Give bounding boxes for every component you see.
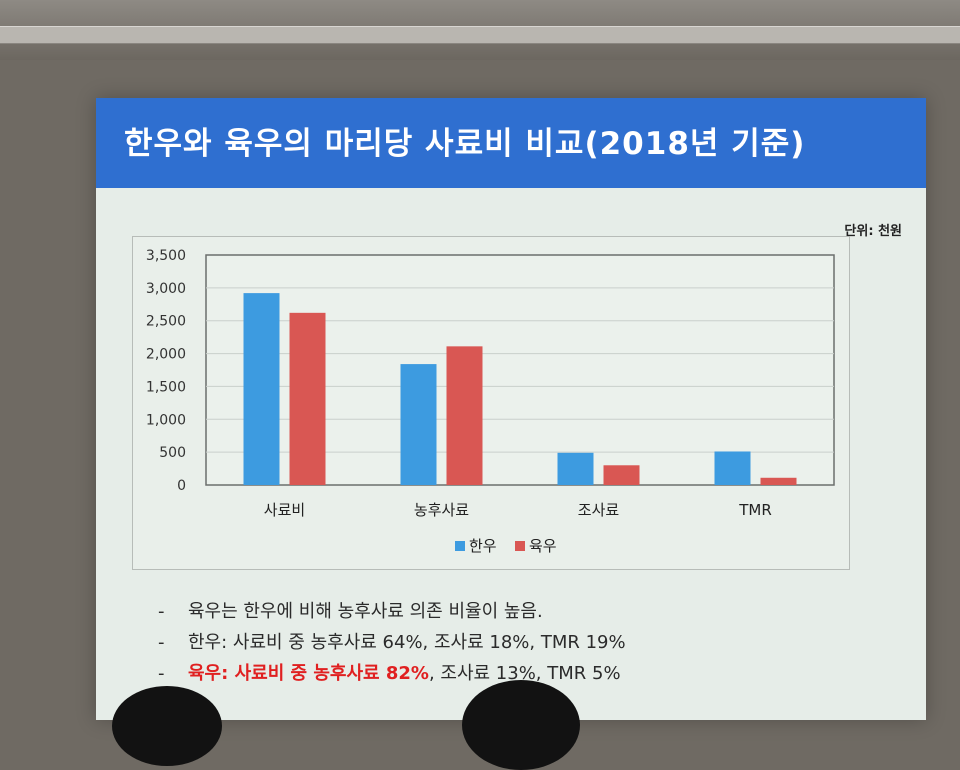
- bullet-text: 육우는 한우에 비해 농후사료 의존 비율이 높음.: [188, 601, 543, 622]
- chart-frame: 0 500 1,000 1,500 2,000 2,500 3,000 3,500 사료비 농후사…: [132, 236, 850, 570]
- bullet-text: , 조사료 13%, TMR 5%: [428, 663, 621, 684]
- bullet-list: - 육우는 한우에 비해 농후사료 의존 비율이 높음. - 한우: 사료비 중 농…: [158, 596, 898, 689]
- slide-title: 한우와 육우의 마리당 사료비 비교(2018년 기준): [124, 126, 806, 162]
- x-tick-label: 농후사료: [414, 501, 469, 519]
- y-tick-label: 1,000: [146, 412, 186, 428]
- presentation-slide: 한우와 육우의 마리당 사료비 비교(2018년 기준) 단위: 천원 0 500…: [96, 98, 926, 720]
- y-tick-label: 1,500: [146, 379, 186, 395]
- y-tick-label: 0: [177, 478, 186, 494]
- bar-hanwoo: [714, 451, 751, 485]
- ceiling-rail: [0, 26, 960, 44]
- y-tick-label: 2,500: [146, 314, 186, 330]
- bar-yukwoo: [760, 477, 797, 485]
- bullet-highlight: 육우: 사료비 중 농후사료 82%: [188, 663, 429, 684]
- title-bar: 한우와 육우의 마리당 사료비 비교(2018년 기준): [96, 98, 926, 188]
- x-tick-label: TMR: [738, 501, 772, 519]
- y-tick-label: 3,500: [146, 248, 186, 264]
- x-tick-label: 조사료: [578, 501, 620, 519]
- bar-hanwoo: [243, 293, 280, 485]
- y-tick-label: 3,000: [146, 281, 186, 297]
- legend-swatch: [515, 541, 525, 551]
- audience-head: [462, 680, 580, 770]
- legend-swatch: [455, 541, 465, 551]
- unit-label: 단위: 천원: [844, 224, 902, 239]
- bullet-dash: -: [158, 601, 165, 622]
- bar-yukwoo: [289, 312, 326, 485]
- legend-label: 육우: [529, 537, 557, 555]
- bullet-item: - 한우: 사료비 중 농후사료 64%, 조사료 18%, TMR 19%: [158, 627, 898, 658]
- bar-hanwoo: [400, 364, 437, 485]
- bullet-item: - 육우는 한우에 비해 농후사료 의존 비율이 높음.: [158, 596, 898, 627]
- bar-hanwoo: [557, 452, 594, 485]
- bar-chart: 0 500 1,000 1,500 2,000 2,500 3,000 3,500 사료비 농후사…: [146, 248, 835, 555]
- bullet-item: - 육우: 사료비 중 농후사료 82%, 조사료 13%, TMR 5%: [158, 658, 898, 689]
- x-tick-label: 사료비: [264, 501, 305, 519]
- bullet-text: 한우: 사료비 중 농후사료 64%, 조사료 18%, TMR 19%: [188, 632, 626, 653]
- legend-label: 한우: [469, 537, 497, 555]
- bar-yukwoo: [603, 465, 640, 485]
- y-tick-label: 2,000: [146, 347, 186, 363]
- audience-head: [112, 686, 222, 766]
- bullet-dash: -: [158, 632, 165, 653]
- bar-yukwoo: [446, 346, 483, 485]
- y-tick-label: 500: [159, 445, 186, 461]
- bullet-dash: -: [158, 663, 165, 684]
